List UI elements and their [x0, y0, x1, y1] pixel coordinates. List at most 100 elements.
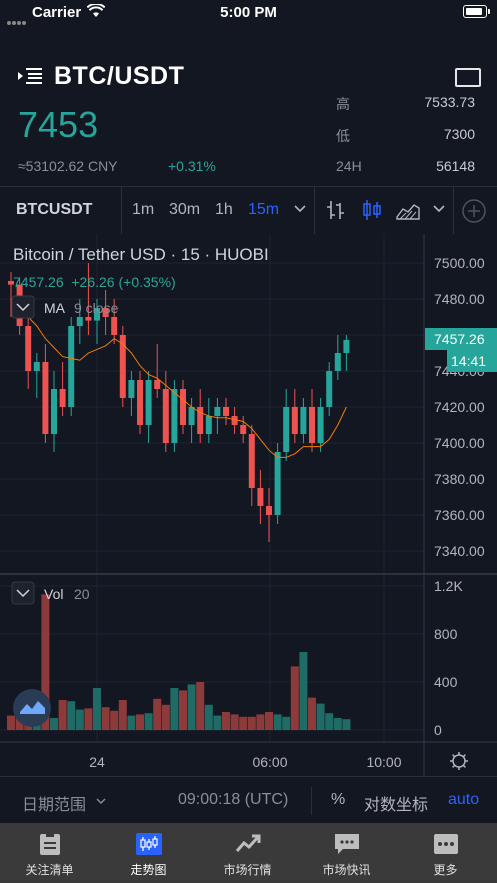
price-change: +0.31%	[168, 158, 216, 174]
candle-body	[274, 452, 281, 515]
volume-bar	[153, 698, 162, 730]
volume-tick-label: 1.2K	[434, 578, 463, 594]
tradingview-logo-button[interactable]	[13, 689, 51, 727]
wifi-icon	[87, 4, 105, 17]
tab-chart[interactable]: 走势图	[99, 823, 198, 883]
candle-body	[33, 362, 40, 371]
volume-bar	[213, 715, 222, 730]
chart-bottom-bar: 日期范围 09:00:18 (UTC) % 对数坐标 auto	[0, 776, 497, 825]
volume-24h-label: 24H	[336, 158, 362, 174]
volume-bar	[144, 713, 153, 730]
symbol-search-button[interactable]: BTCUSDT	[16, 201, 93, 218]
tab-market[interactable]: 市场行情	[198, 823, 297, 883]
ticker-header: BTC/USDT 7453 ≈53102.62 CNY +0.31% 高 753…	[0, 26, 497, 186]
volume-bar	[161, 704, 170, 730]
candles-style-icon[interactable]	[361, 199, 383, 221]
volume-bar	[41, 594, 50, 730]
high-label: 高	[336, 96, 350, 112]
candle-body	[197, 407, 204, 434]
log-scale-toggle[interactable]: 对数坐标	[364, 797, 429, 814]
candle-body	[59, 389, 66, 407]
volume-bar	[136, 714, 144, 730]
ma-line	[10, 298, 347, 458]
chart-icon	[135, 833, 162, 855]
toolbar-divider	[121, 187, 122, 234]
price-tick-label: 7360.00	[434, 507, 485, 523]
volume-bar	[101, 707, 110, 730]
auto-scale-toggle[interactable]: auto	[448, 791, 480, 808]
tab-news[interactable]: 市场快讯	[297, 823, 396, 883]
chart-title: Bitcoin / Tether USD · 15 · HUOBI	[13, 245, 269, 264]
interval-15m-button[interactable]: 15m	[248, 201, 280, 218]
chevron-down-icon[interactable]	[433, 205, 445, 213]
volume-bar	[273, 714, 282, 730]
tab-bar: 关注清单 走势图 市场行情 市场快讯 更多	[0, 823, 497, 883]
high-value: 7533.73	[424, 94, 475, 110]
candle-body	[76, 317, 83, 326]
volume-bar	[196, 682, 205, 730]
vol-collapse-button[interactable]	[11, 581, 35, 605]
candle-body	[257, 488, 264, 506]
area-style-icon[interactable]	[396, 199, 420, 221]
carrier-label: Carrier	[32, 4, 82, 21]
volume-bar	[247, 716, 256, 730]
settings-gear-icon[interactable]	[450, 752, 468, 770]
volume-bar	[308, 697, 316, 730]
candle-body	[102, 308, 109, 317]
volume-bar	[110, 710, 119, 730]
watchlist-toggle-icon[interactable]	[18, 68, 42, 84]
candle-body	[291, 407, 298, 434]
candlestick-chart[interactable]: 7500.007480.007460.007440.007420.007400.…	[0, 234, 497, 776]
countdown-tag-text: 14:41	[451, 353, 486, 369]
fullscreen-icon[interactable]	[455, 68, 481, 87]
status-bar: Carrier 5:00 PM	[0, 0, 497, 26]
low-label: 低	[336, 128, 350, 144]
tab-label: 市场行情	[223, 863, 272, 877]
candle-body	[171, 389, 178, 443]
candle-body	[128, 380, 135, 398]
last-price: 7453	[18, 104, 99, 145]
volume-bar	[84, 708, 93, 730]
symbol-title[interactable]: BTC/USDT	[54, 62, 185, 90]
ma-label: MA	[44, 300, 66, 316]
time-display[interactable]: 09:00:18 (UTC)	[178, 791, 289, 808]
low-value: 7300	[443, 126, 475, 142]
interval-1h-button[interactable]: 1h	[215, 201, 233, 218]
volume-bar	[230, 714, 239, 730]
volume-bar	[58, 700, 67, 730]
tab-watchlist[interactable]: 关注清单	[0, 823, 99, 883]
volume-bar	[265, 712, 273, 730]
chevron-down-icon	[16, 303, 30, 312]
volume-bar	[7, 715, 15, 730]
volume-bar	[75, 709, 84, 730]
signal-icon	[7, 12, 27, 29]
battery-icon	[463, 5, 490, 18]
interval-30m-button[interactable]: 30m	[169, 201, 201, 218]
candle-body	[188, 407, 195, 425]
percent-toggle[interactable]: %	[331, 791, 346, 808]
interval-1m-button[interactable]: 1m	[132, 201, 155, 218]
volume-bar	[342, 719, 351, 730]
chart-toolbar: BTCUSDT 1m 30m 1h 15m	[0, 186, 497, 236]
candle-body	[51, 389, 57, 434]
candle-body	[326, 371, 333, 407]
tab-label: 走势图	[130, 863, 167, 877]
ma-collapse-button[interactable]	[11, 295, 35, 319]
add-indicator-icon[interactable]	[462, 199, 486, 223]
volume-bar	[179, 690, 187, 730]
tab-more[interactable]: 更多	[396, 823, 495, 883]
chart-area[interactable]: 7500.007480.007460.007440.007420.007400.…	[0, 234, 497, 776]
chevron-down-icon[interactable]	[294, 205, 306, 213]
price-tick-label: 7340.00	[434, 543, 485, 559]
volume-bar	[204, 704, 213, 730]
chevron-down-icon[interactable]	[96, 798, 106, 805]
bars-style-icon[interactable]	[325, 199, 347, 221]
vol-params: 20	[74, 586, 90, 602]
volume-bar	[325, 713, 334, 730]
clock: 5:00 PM	[220, 4, 277, 21]
price-tick-label: 7380.00	[434, 471, 485, 487]
tab-label: 市场快讯	[322, 863, 371, 877]
time-tick-label: 10:00	[366, 754, 401, 770]
toolbar-divider	[314, 187, 315, 234]
date-range-button[interactable]: 日期范围	[22, 791, 86, 815]
